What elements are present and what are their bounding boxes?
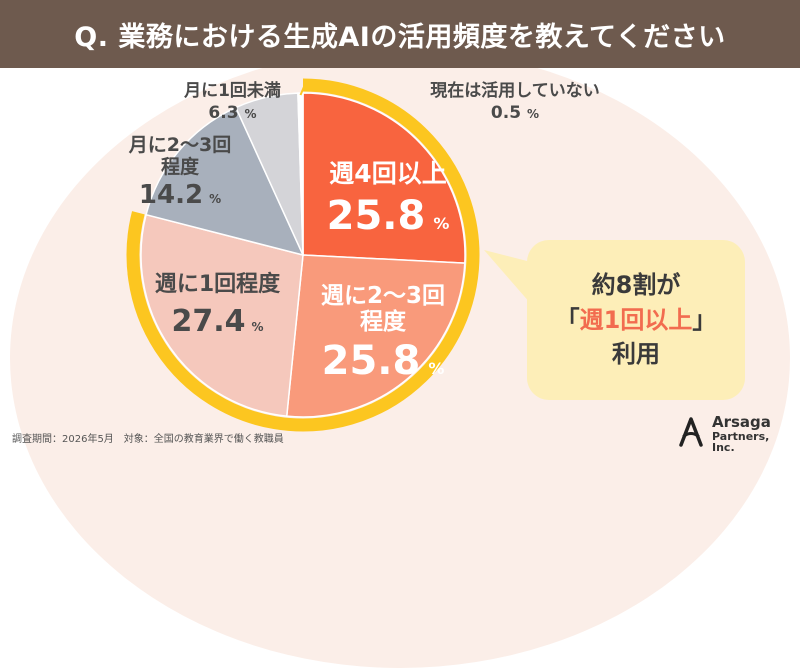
leader-line (299, 80, 308, 96)
callout-line1: 約8割が (591, 270, 681, 299)
logo-name: Arsaga (712, 413, 771, 431)
label-weekly-2to3-text: 週に2～3回 (320, 283, 445, 309)
pie-slice-weekly-1 (140, 213, 304, 418)
label-not-using-text: 現在は活用していない (430, 81, 600, 101)
label-weekly-4plus-value: 25.8 (326, 192, 426, 239)
label-monthly-2to3-value: 14.2 (138, 179, 204, 210)
callout-line3: 利用 (612, 340, 660, 369)
label-weekly-1-value: 27.4 (171, 304, 246, 340)
pie-slice-weekly-4plus (302, 92, 466, 264)
logo-subtitle: Partners, Inc. (712, 429, 770, 455)
label-monthly-2to3-unit: % (209, 191, 222, 206)
label-weekly-4plus-text: 週4回以上 (329, 159, 447, 188)
callout-bracket-open: 「 (555, 305, 580, 334)
label-weekly-1-text: 週に1回程度 (154, 272, 281, 297)
label-not-using-value: 0.5 (490, 102, 522, 123)
pie-slice-monthly-2to3 (145, 106, 305, 257)
label-weekly-2to3-unit: % (428, 358, 445, 378)
callout-line2: 「週1回以上」 (556, 303, 717, 338)
survey-footnote: 調査期間：2026年5月 対象：全国の教育業界で働く教職員 (12, 434, 284, 445)
brand-logo: Arsaga Partners, Inc. (675, 413, 795, 454)
logo-mark-icon (679, 417, 703, 447)
label-weekly-1-unit: % (251, 320, 264, 335)
label-monthly-2to3-text2: 程度 (160, 155, 199, 178)
label-monthly-less1-text: 月に1回未満 (184, 81, 281, 101)
label-weekly-2to3: 週に2～3回 程度 25.8% (303, 283, 463, 384)
label-monthly-less1: 月に1回未満 6.3% (170, 81, 295, 123)
question-title: Q. 業務における生成AIの活用頻度を教えてください (0, 0, 800, 68)
label-monthly-less1-value: 6.3 (208, 102, 239, 123)
highlight-ring (126, 78, 480, 432)
label-not-using: 現在は活用していない 0.5% (415, 81, 615, 123)
callout-box: 約8割が 「週1回以上」 利用 (527, 240, 745, 400)
callout-bracket-close: 」 (692, 305, 717, 334)
callout-tail (484, 250, 531, 304)
callout-highlight: 週1回以上 (579, 305, 693, 334)
label-weekly-2to3-text2: 程度 (360, 309, 406, 336)
label-weekly-4plus: 週4回以上 25.8% (318, 159, 458, 239)
label-weekly-1: 週に1回程度 27.4% (140, 272, 295, 340)
label-monthly-2to3-text: 月に2～3回 (128, 134, 232, 156)
pie-slice-weekly-2to3 (285, 254, 466, 418)
pie-chart (126, 78, 531, 432)
label-not-using-unit: % (527, 106, 540, 121)
label-monthly-2to3: 月に2～3回 程度 14.2% (115, 134, 245, 211)
label-weekly-4plus-unit: % (433, 213, 450, 233)
label-weekly-2to3-value: 25.8 (321, 337, 421, 384)
label-monthly-less1-unit: % (244, 106, 257, 121)
